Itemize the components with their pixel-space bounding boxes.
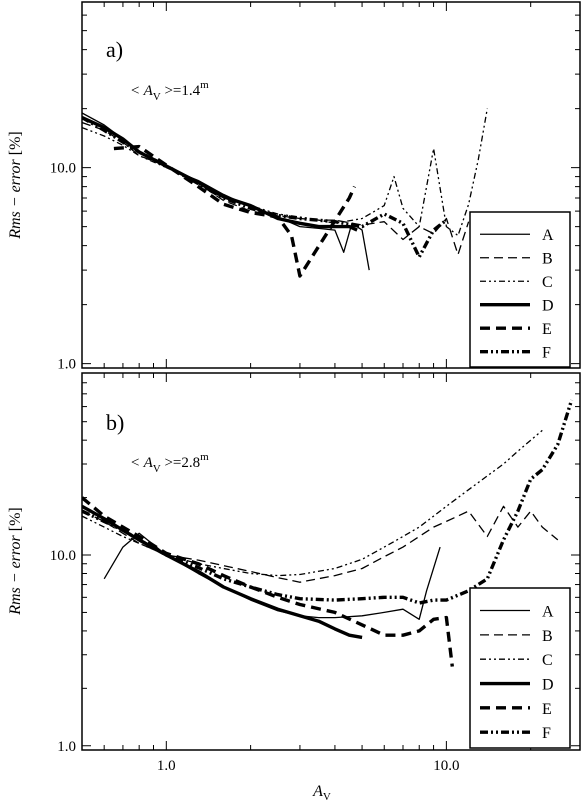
panel-b-y-tick-label: 1.0	[57, 739, 76, 755]
panel-b-legend-label-d: D	[542, 677, 554, 694]
panel-b-legend-label-b: B	[542, 628, 553, 645]
panel-b-series-f	[82, 399, 574, 605]
panel-b-legend-label-c: C	[542, 652, 553, 669]
x-axis-title: AV	[312, 783, 331, 803]
panel-b-legend-label-e: E	[542, 701, 552, 718]
panel-a-ylabel: Rms − error [%]	[7, 131, 24, 240]
panel-b-legend-label-a: A	[542, 604, 554, 621]
panel-b-y-tick-label: 10.0	[50, 548, 76, 564]
panel-b-annotation: < AV >=2.8m	[130, 451, 209, 475]
panel-a-series-d	[82, 116, 358, 232]
panel-a-series-a	[82, 112, 370, 271]
panel-a-frame	[81, 1, 581, 369]
panel-a-series-b	[82, 121, 470, 256]
panel-a-series-f	[82, 116, 448, 259]
x-tick-label: 1.0	[157, 758, 176, 774]
panel-a-legend-label-a: A	[542, 227, 554, 244]
panel-a-annotation: < AV >=1.4m	[130, 79, 209, 103]
panel-a-legend-label-c: C	[542, 274, 553, 291]
panel-b-label: b)	[106, 410, 124, 435]
panel-a-legend-box	[469, 211, 571, 368]
panel-b-frame	[81, 372, 581, 751]
panel-a-series-e	[113, 144, 357, 278]
x-tick-label: 10.0	[433, 758, 459, 774]
panel-a-y-tick-label: 10.0	[50, 161, 76, 177]
panel-a-y-tick-label: 1.0	[57, 357, 76, 373]
panel-b-ylabel: Rms − error [%]	[7, 507, 24, 616]
panel-a-ticks: 1.0 10.0	[50, 1, 581, 373]
panel-a-label: a)	[106, 37, 123, 62]
panel-b-series	[82, 399, 574, 667]
panel-b-legend-label-f: F	[542, 725, 551, 742]
panel-a-legend-label-e: E	[542, 321, 552, 338]
panel-b-legend-box	[469, 587, 571, 749]
panel-a-legend-label-f: F	[542, 345, 551, 362]
panel-a-series	[82, 108, 488, 278]
panel-a-legend-label-b: B	[542, 251, 553, 268]
panel-b-series-e	[82, 496, 454, 667]
panel-b-ticks: 1.0 10.0 1.0 10.0	[50, 372, 581, 774]
panel-a-legend-label-d: D	[542, 298, 554, 315]
panel-b-series-c	[82, 429, 543, 577]
